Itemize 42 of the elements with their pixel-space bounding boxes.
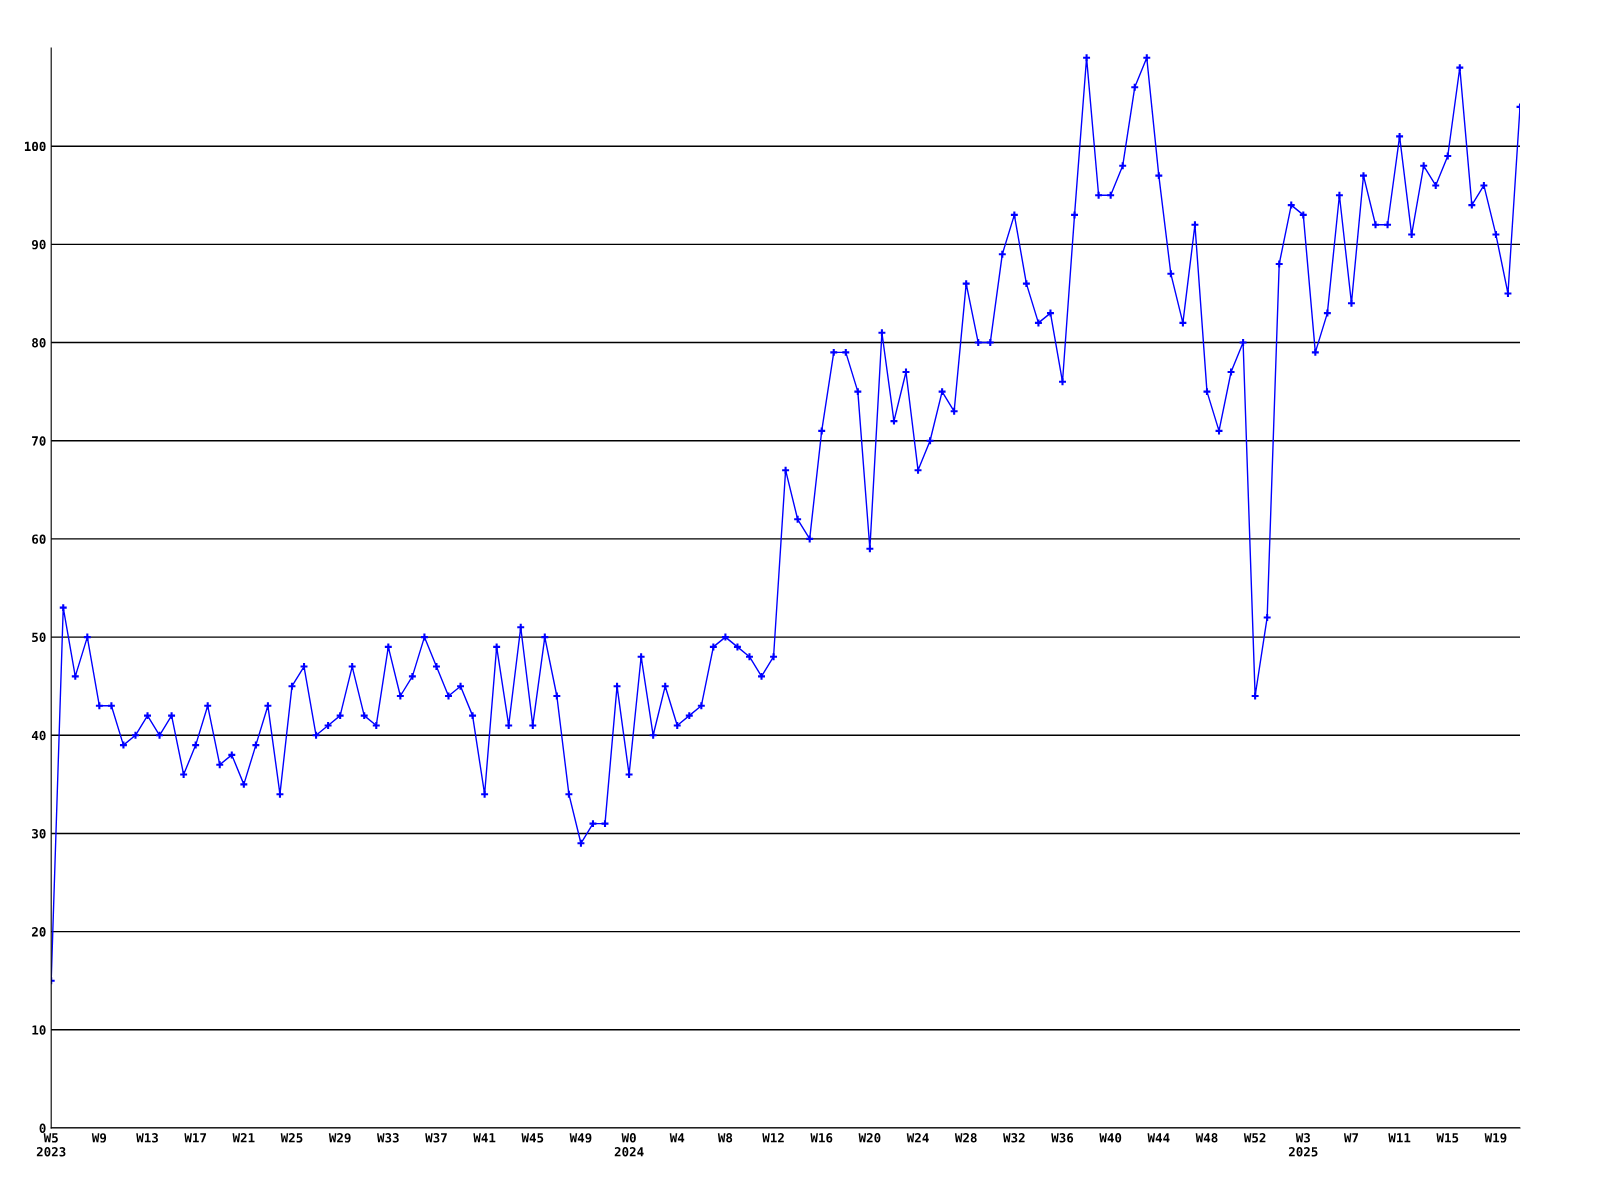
x-tick-label: W29 <box>328 1133 351 1143</box>
x-tick-label: W21 <box>232 1133 255 1143</box>
x-tick-label: W15 <box>1436 1133 1459 1143</box>
x-tick-label: W9 <box>91 1133 107 1143</box>
x-tick-label: W45 <box>521 1133 544 1143</box>
x-tick-label: W16 <box>810 1133 833 1143</box>
x-tick-label: W49 <box>569 1133 592 1143</box>
x-tick-label: W25 <box>280 1133 303 1143</box>
y-tick-label: 80 <box>32 338 46 348</box>
y-tick-label: 10 <box>32 1025 46 1035</box>
x-tick-label: W40 <box>1099 1133 1122 1143</box>
y-tick-label: 100 <box>24 141 46 152</box>
x-tick-label: W33 <box>377 1133 399 1143</box>
x-tick-label: W32 <box>1003 1133 1025 1143</box>
x-tick-label: W37 <box>425 1133 447 1143</box>
y-tick-label: 90 <box>31 239 46 250</box>
y-tick-label: 20 <box>31 927 46 937</box>
x-tick-label: W20 <box>858 1133 881 1143</box>
y-tick-label: 30 <box>32 828 46 839</box>
x-tick-label: W8 <box>717 1133 733 1143</box>
x-tick-label: W0 2024 <box>614 1133 644 1157</box>
y-tick-label: 60 <box>32 534 46 544</box>
x-tick-label: W36 <box>1051 1133 1074 1143</box>
x-tick-label: W7 <box>1343 1133 1359 1143</box>
x-tick-label: W48 <box>1195 1133 1218 1143</box>
y-tick-label: 0 <box>39 1123 46 1133</box>
x-tick-label: W11 <box>1388 1133 1411 1143</box>
x-tick-label: W41 <box>473 1133 496 1143</box>
x-tick-label: W4 <box>669 1133 685 1143</box>
x-tick-label: W17 <box>184 1133 207 1143</box>
y-tick-label: 40 <box>31 730 46 741</box>
x-tick-label: W52 <box>1243 1133 1266 1143</box>
x-tick-label: W5 2023 <box>36 1133 66 1157</box>
x-tick-label: W44 <box>1147 1133 1170 1143</box>
x-tick-label: W24 <box>906 1133 929 1143</box>
x-tick-label: W3 2025 <box>1288 1133 1318 1157</box>
x-tick-label: W13 <box>136 1133 158 1143</box>
y-tick-label: 50 <box>32 632 46 643</box>
y-tick-label: 70 <box>32 436 46 446</box>
x-tick-label: W19 <box>1484 1133 1507 1143</box>
x-tick-label: W12 <box>762 1133 784 1143</box>
x-tick-label: W28 <box>954 1133 977 1143</box>
